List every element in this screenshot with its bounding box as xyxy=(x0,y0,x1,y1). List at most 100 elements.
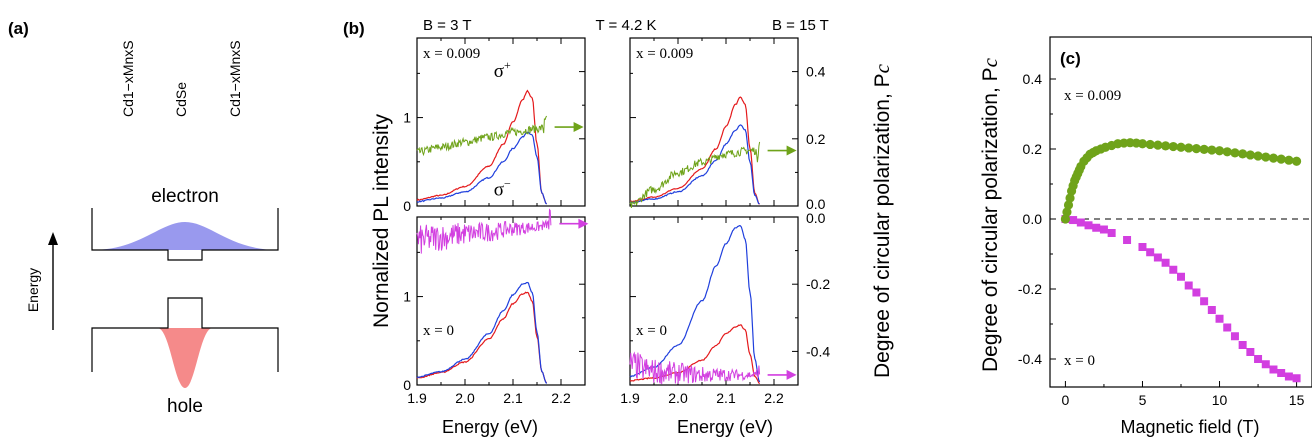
ylabel-polarization-sub: c xyxy=(870,63,894,73)
spectrum-sigma-plus xyxy=(416,89,548,205)
panel-c-ylabel-sub: c xyxy=(978,57,1002,67)
spectrum-sigma-plus xyxy=(629,324,761,385)
data-point-x0009 xyxy=(1268,153,1279,163)
y-tick-label-left: 0 xyxy=(403,377,411,393)
data-point-x0 xyxy=(1246,348,1255,356)
hole-label: hole xyxy=(167,396,203,417)
panel-b: (b) B = 3 T T = 4.2 K B = 15 T Nornalize… xyxy=(343,17,894,437)
y-tick-label-right: 0.4 xyxy=(806,64,826,80)
panel-b-subplots: 0 1 x = 0.009 σ+ σ− 0.0 0.2 0.4 x = 0.009 1.9 2.0 2… xyxy=(403,37,830,406)
polarization-trace xyxy=(416,208,552,254)
x-tick-label: 2.1 xyxy=(503,390,523,406)
y-tick-label: 0.4 xyxy=(1023,71,1043,87)
data-point-x0009 xyxy=(1065,193,1075,203)
y-tick-label-left: 1 xyxy=(403,110,411,126)
electron-label: electron xyxy=(151,186,219,207)
spectrum-sigma-minus xyxy=(629,224,761,383)
data-point-x0 xyxy=(1269,365,1278,374)
data-point-x0 xyxy=(1292,374,1301,383)
energy-axis-label: Energy xyxy=(25,268,41,312)
subplot-frame xyxy=(416,216,586,386)
spectrum-sigma-minus xyxy=(416,281,548,384)
y-tick-label-right: -0.2 xyxy=(806,276,830,292)
polarization-arrow-head xyxy=(786,145,797,156)
sigma-plus-sup: + xyxy=(504,58,511,72)
header-temperature: T = 4.2 K xyxy=(595,17,656,34)
data-point-x0009 xyxy=(1137,139,1148,149)
data-point-x0 xyxy=(1076,218,1085,227)
subplot-frame xyxy=(416,37,586,207)
x-tick-label: 15 xyxy=(1289,392,1305,408)
ylabel-polarization: Degree of circular polarization, Pc xyxy=(870,63,894,378)
y-tick-label-right: -0.4 xyxy=(806,343,830,359)
y-tick-label-left: 1 xyxy=(403,289,411,305)
hole-wavefunction xyxy=(158,328,212,388)
data-point-x0 xyxy=(1107,229,1116,237)
panel-b-label: (b) xyxy=(343,19,365,38)
data-point-x0009 xyxy=(1168,141,1178,152)
panel-c-label: (c) xyxy=(1060,49,1081,68)
data-point-x0 xyxy=(1138,243,1147,251)
x-tick-label: 5 xyxy=(1139,392,1147,408)
y-tick-label-right: 0.0 xyxy=(806,210,826,226)
x-tick-label: 2.0 xyxy=(455,390,475,406)
data-point-x0 xyxy=(1169,265,1178,274)
spectrum-sigma-plus xyxy=(416,291,548,384)
data-point-x0 xyxy=(1161,258,1170,267)
sigma-minus-sup: − xyxy=(504,176,511,190)
header-left-field: B = 3 T xyxy=(423,17,472,34)
data-point-x0 xyxy=(1238,341,1247,349)
spectrum-sigma-plus xyxy=(629,96,760,205)
spectrum-sigma-minus xyxy=(416,131,548,205)
composition-label: x = 0.009 xyxy=(636,46,693,62)
subplot-4: 1.9 2.0 2.1 2.2 0.0 -0.2 -0.4 x = 0 xyxy=(620,210,830,406)
header-right-field: B = 15 T xyxy=(772,17,829,34)
x-tick-label: 10 xyxy=(1212,392,1228,408)
data-point-x0009 xyxy=(1199,144,1209,154)
data-point-x0009 xyxy=(1153,140,1163,150)
subplot-frame xyxy=(629,37,799,207)
panel-c-label-x0: x = 0 xyxy=(1064,353,1095,369)
data-point-x0 xyxy=(1284,372,1293,381)
panel-a: (a) Cd1−xMnxS CdSe Cd1−xMnxS electron ho… xyxy=(8,19,279,417)
data-point-x0 xyxy=(1069,216,1078,225)
data-point-x0009 xyxy=(1261,152,1271,162)
polarization-arrow-head xyxy=(578,218,589,229)
data-point-x0009 xyxy=(1276,154,1286,164)
data-point-x0009 xyxy=(1230,148,1240,158)
x-tick-label: 2.2 xyxy=(551,390,571,406)
data-point-x0 xyxy=(1200,297,1209,306)
polarization-trace xyxy=(416,115,548,157)
conduction-band-profile xyxy=(91,208,279,261)
data-point-x0009 xyxy=(1062,207,1072,217)
x-tick-label: 2.0 xyxy=(668,390,688,406)
data-point-x0009 xyxy=(1176,142,1186,152)
subplot-2: 0.0 0.2 0.4 x = 0.009 xyxy=(629,37,826,212)
polarization-arrow-head xyxy=(573,122,584,133)
data-point-x0009 xyxy=(1207,145,1217,155)
y-tick-label: 0.2 xyxy=(1023,141,1043,157)
spectrum-sigma-minus xyxy=(629,124,760,205)
sigma-plus-label: σ+ xyxy=(494,58,511,82)
data-point-x0 xyxy=(1254,355,1263,363)
data-point-x0 xyxy=(1223,323,1232,332)
panel-c: (c) Degree of circular polarization, Pc … xyxy=(978,36,1312,437)
panel-c-ylabel-main: Degree of circular polarization, P xyxy=(979,67,1002,372)
ylabel-pl-intensity: Nornalized PL intensity xyxy=(370,114,393,328)
data-point-x0009 xyxy=(1145,139,1155,150)
data-point-x0 xyxy=(1277,369,1286,377)
electron-wavefunction xyxy=(92,222,278,250)
y-tick-label-right: 0.0 xyxy=(806,196,826,212)
data-point-x0 xyxy=(1215,314,1224,323)
data-point-x0009 xyxy=(1284,155,1294,165)
data-point-x0009 xyxy=(1291,156,1302,166)
layer-center-label: CdSe xyxy=(173,82,189,117)
data-point-x0009 xyxy=(1184,143,1194,153)
ylabel-polarization-main: Degree of circular polarization, P xyxy=(871,73,894,378)
composition-label: x = 0 xyxy=(636,323,667,339)
subplot-frame xyxy=(629,216,799,386)
panel-a-label: (a) xyxy=(8,19,29,38)
data-point-x0 xyxy=(1184,281,1193,290)
data-point-x0009 xyxy=(1222,147,1232,157)
